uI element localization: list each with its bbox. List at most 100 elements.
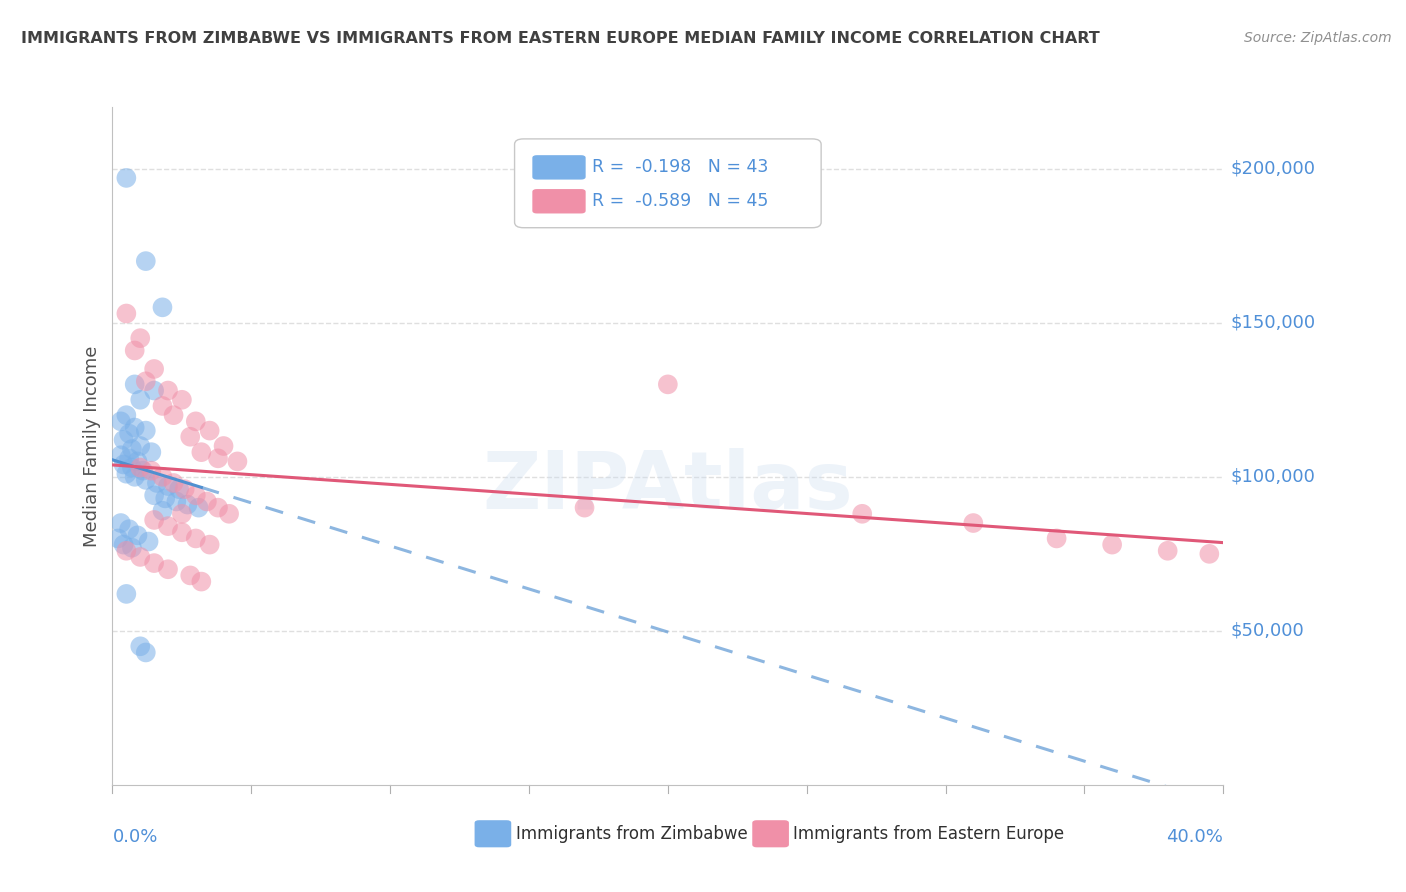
Point [170, 392, 193, 407]
Point [167, 482, 190, 496]
Point [112, 433, 135, 447]
Point [115, 170, 138, 185]
Text: ZIPAtlas: ZIPAtlas [482, 448, 853, 525]
Point [110, 414, 132, 428]
Point [115, 467, 138, 481]
Point [176, 498, 198, 512]
Point [152, 470, 174, 484]
Point [129, 439, 152, 453]
Point [1156, 543, 1178, 558]
FancyBboxPatch shape [475, 821, 512, 847]
Point [170, 525, 193, 540]
Point [118, 426, 141, 441]
Point [179, 430, 201, 444]
Point [152, 399, 174, 413]
Point [124, 470, 146, 484]
Point [141, 445, 163, 459]
Point [124, 343, 146, 358]
Point [118, 451, 141, 466]
Point [1101, 538, 1123, 552]
Point [157, 562, 180, 576]
Point [212, 439, 235, 453]
Point [187, 500, 209, 515]
Point [135, 424, 157, 438]
Point [962, 516, 984, 530]
Point [121, 460, 143, 475]
Point [162, 408, 184, 422]
Point [165, 494, 187, 508]
Text: IMMIGRANTS FROM ZIMBABWE VS IMMIGRANTS FROM EASTERN EUROPE MEDIAN FAMILY INCOME : IMMIGRANTS FROM ZIMBABWE VS IMMIGRANTS F… [21, 31, 1099, 46]
Text: R =  -0.198   N = 43: R = -0.198 N = 43 [592, 159, 769, 177]
Point [127, 454, 149, 468]
Text: R =  -0.589   N = 45: R = -0.589 N = 45 [592, 193, 769, 211]
Point [135, 645, 157, 659]
Text: $50,000: $50,000 [1230, 622, 1303, 640]
Point [129, 392, 152, 407]
Point [143, 384, 166, 398]
Point [657, 377, 679, 392]
Point [162, 475, 184, 490]
FancyBboxPatch shape [533, 155, 586, 179]
Point [157, 519, 180, 533]
Point [190, 445, 212, 459]
Point [157, 384, 180, 398]
Point [110, 516, 132, 530]
Point [143, 488, 166, 502]
Point [107, 532, 129, 546]
Point [143, 362, 166, 376]
Text: 40.0%: 40.0% [1167, 828, 1223, 847]
Point [152, 504, 174, 518]
Point [1045, 532, 1069, 546]
Point [112, 458, 135, 472]
Point [118, 522, 141, 536]
Point [155, 491, 177, 506]
Point [110, 448, 132, 462]
Point [226, 454, 249, 468]
Point [143, 556, 166, 570]
Text: Immigrants from Eastern Europe: Immigrants from Eastern Europe [793, 825, 1064, 843]
Point [135, 254, 157, 268]
Point [207, 451, 229, 466]
Point [129, 460, 152, 475]
Point [129, 331, 152, 345]
Point [184, 414, 207, 428]
FancyBboxPatch shape [515, 139, 821, 227]
Point [179, 568, 201, 582]
Point [135, 374, 157, 388]
Point [115, 587, 138, 601]
Point [127, 528, 149, 542]
Point [124, 420, 146, 434]
Point [218, 507, 240, 521]
Text: $150,000: $150,000 [1230, 314, 1316, 332]
Point [198, 538, 221, 552]
Point [152, 301, 174, 315]
Point [574, 500, 596, 515]
Point [121, 442, 143, 456]
Point [195, 494, 218, 508]
Point [141, 464, 163, 478]
Text: 0.0%: 0.0% [112, 828, 157, 847]
Text: Source: ZipAtlas.com: Source: ZipAtlas.com [1244, 31, 1392, 45]
Point [124, 377, 146, 392]
Y-axis label: Median Family Income: Median Family Income [83, 345, 101, 547]
Point [1198, 547, 1220, 561]
Point [207, 500, 229, 515]
Point [115, 306, 138, 320]
Point [135, 473, 157, 487]
Point [184, 488, 207, 502]
Point [115, 408, 138, 422]
Text: $200,000: $200,000 [1230, 160, 1315, 178]
Text: Immigrants from Zimbabwe: Immigrants from Zimbabwe [516, 825, 748, 843]
Point [170, 507, 193, 521]
FancyBboxPatch shape [752, 821, 789, 847]
Point [129, 640, 152, 654]
Point [851, 507, 873, 521]
FancyBboxPatch shape [533, 189, 586, 213]
Point [143, 513, 166, 527]
Point [173, 482, 195, 496]
Point [129, 549, 152, 564]
Point [121, 541, 143, 555]
Point [146, 475, 169, 490]
Point [157, 479, 180, 493]
Point [132, 464, 155, 478]
